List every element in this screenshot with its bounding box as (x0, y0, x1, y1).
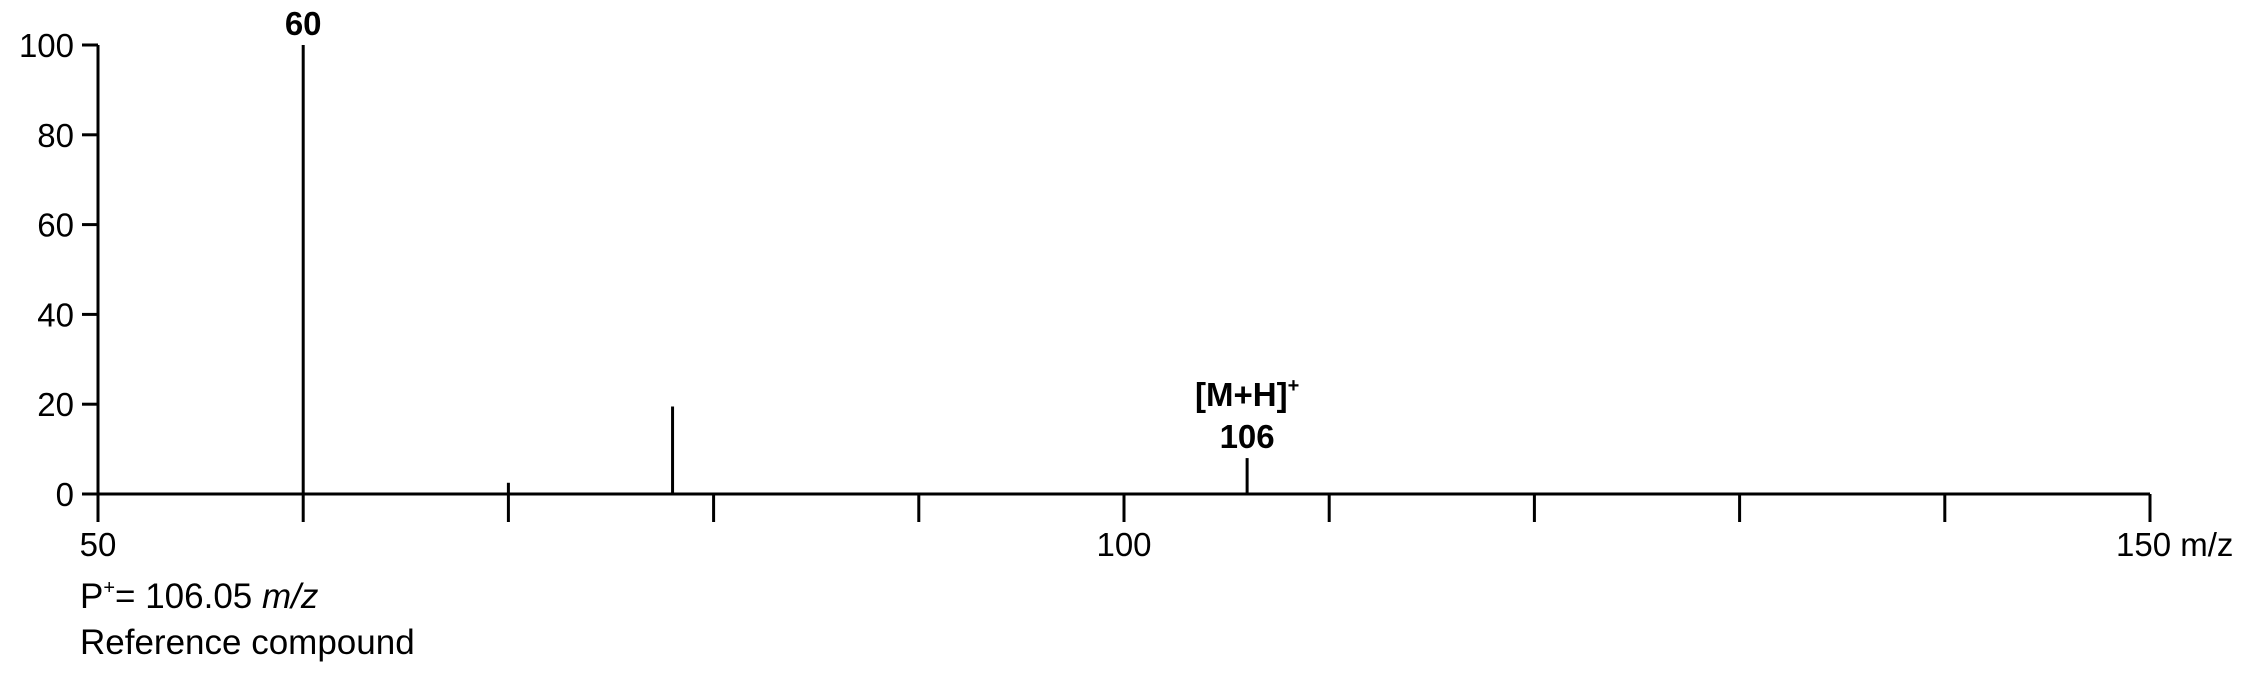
y-tick-label: 100 (19, 27, 74, 64)
chart-peaks (301, 45, 1249, 494)
compound-name: Reference compound (80, 623, 415, 662)
peak-label: 60 (285, 5, 322, 42)
chart-labels: 60 [M+H]+ 106 (285, 5, 1299, 455)
y-tick-label: 20 (37, 386, 74, 423)
y-tick-label: 40 (37, 296, 74, 333)
peak-label-charge: + (1288, 375, 1300, 397)
y-tick-label: 0 (56, 476, 74, 513)
precursor-label: P (80, 577, 104, 616)
chart-axes: 0 20 40 60 80 100 50 100 150 m/z (19, 27, 2233, 563)
x-tick-label: 150 m/z (2116, 526, 2233, 563)
precursor-unit: m/z (262, 577, 319, 616)
y-tick-label: 80 (37, 117, 74, 154)
x-tick-label: 100 (1096, 526, 1151, 563)
peak-label: [M+H]+ (1195, 375, 1299, 413)
x-tick-label: 50 (80, 526, 117, 563)
peak-label: 106 (1220, 418, 1275, 455)
precursor-charge: + (103, 577, 116, 599)
y-tick-label: 60 (37, 207, 74, 244)
precursor-mass-note: P+= 106.05 m/z (80, 577, 318, 617)
precursor-value: = 106.05 (115, 577, 262, 616)
